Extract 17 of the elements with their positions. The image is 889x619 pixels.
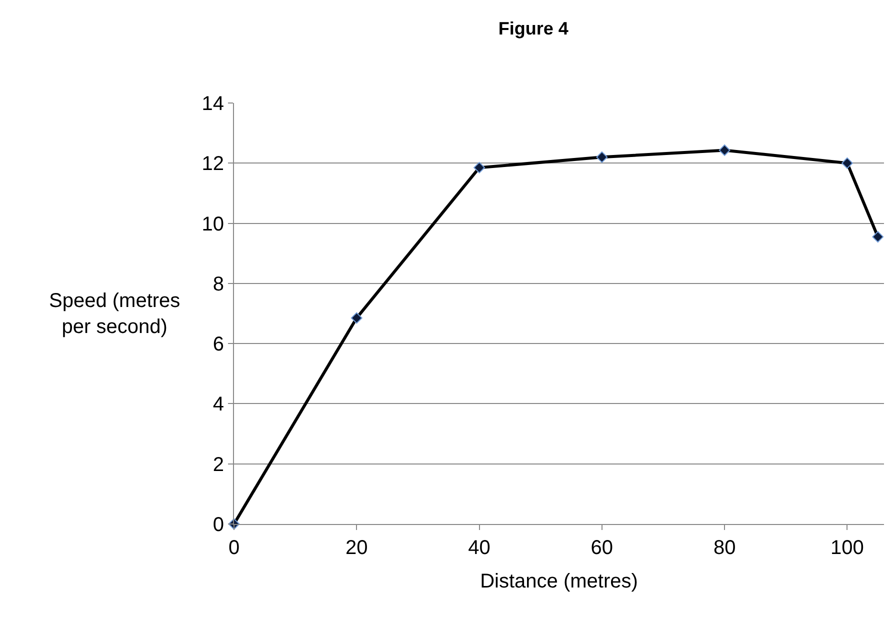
- y-tick-label: 10: [202, 213, 224, 236]
- x-tick-label: 40: [468, 537, 490, 559]
- y-tick-label: 2: [212, 454, 224, 476]
- x-tick-label: 60: [590, 537, 614, 559]
- y-tick-label: 0: [212, 514, 224, 536]
- x-tick-label: 0: [228, 537, 240, 559]
- chart-title: Figure 4: [498, 18, 568, 38]
- y-tick-label: 12: [202, 153, 224, 176]
- y-tick-label: 14: [202, 93, 224, 115]
- y-tick-label: 4: [212, 394, 224, 416]
- x-tick-label: 80: [713, 537, 736, 559]
- x-tick-label: 100: [830, 537, 864, 559]
- y-tick-label: 6: [212, 334, 224, 356]
- x-tick-label: 20: [346, 537, 368, 559]
- y-tick-label: 8: [212, 273, 224, 296]
- y-axis-title: Speed (metres per second): [49, 290, 180, 338]
- x-axis-title: Distance (metres): [480, 570, 638, 592]
